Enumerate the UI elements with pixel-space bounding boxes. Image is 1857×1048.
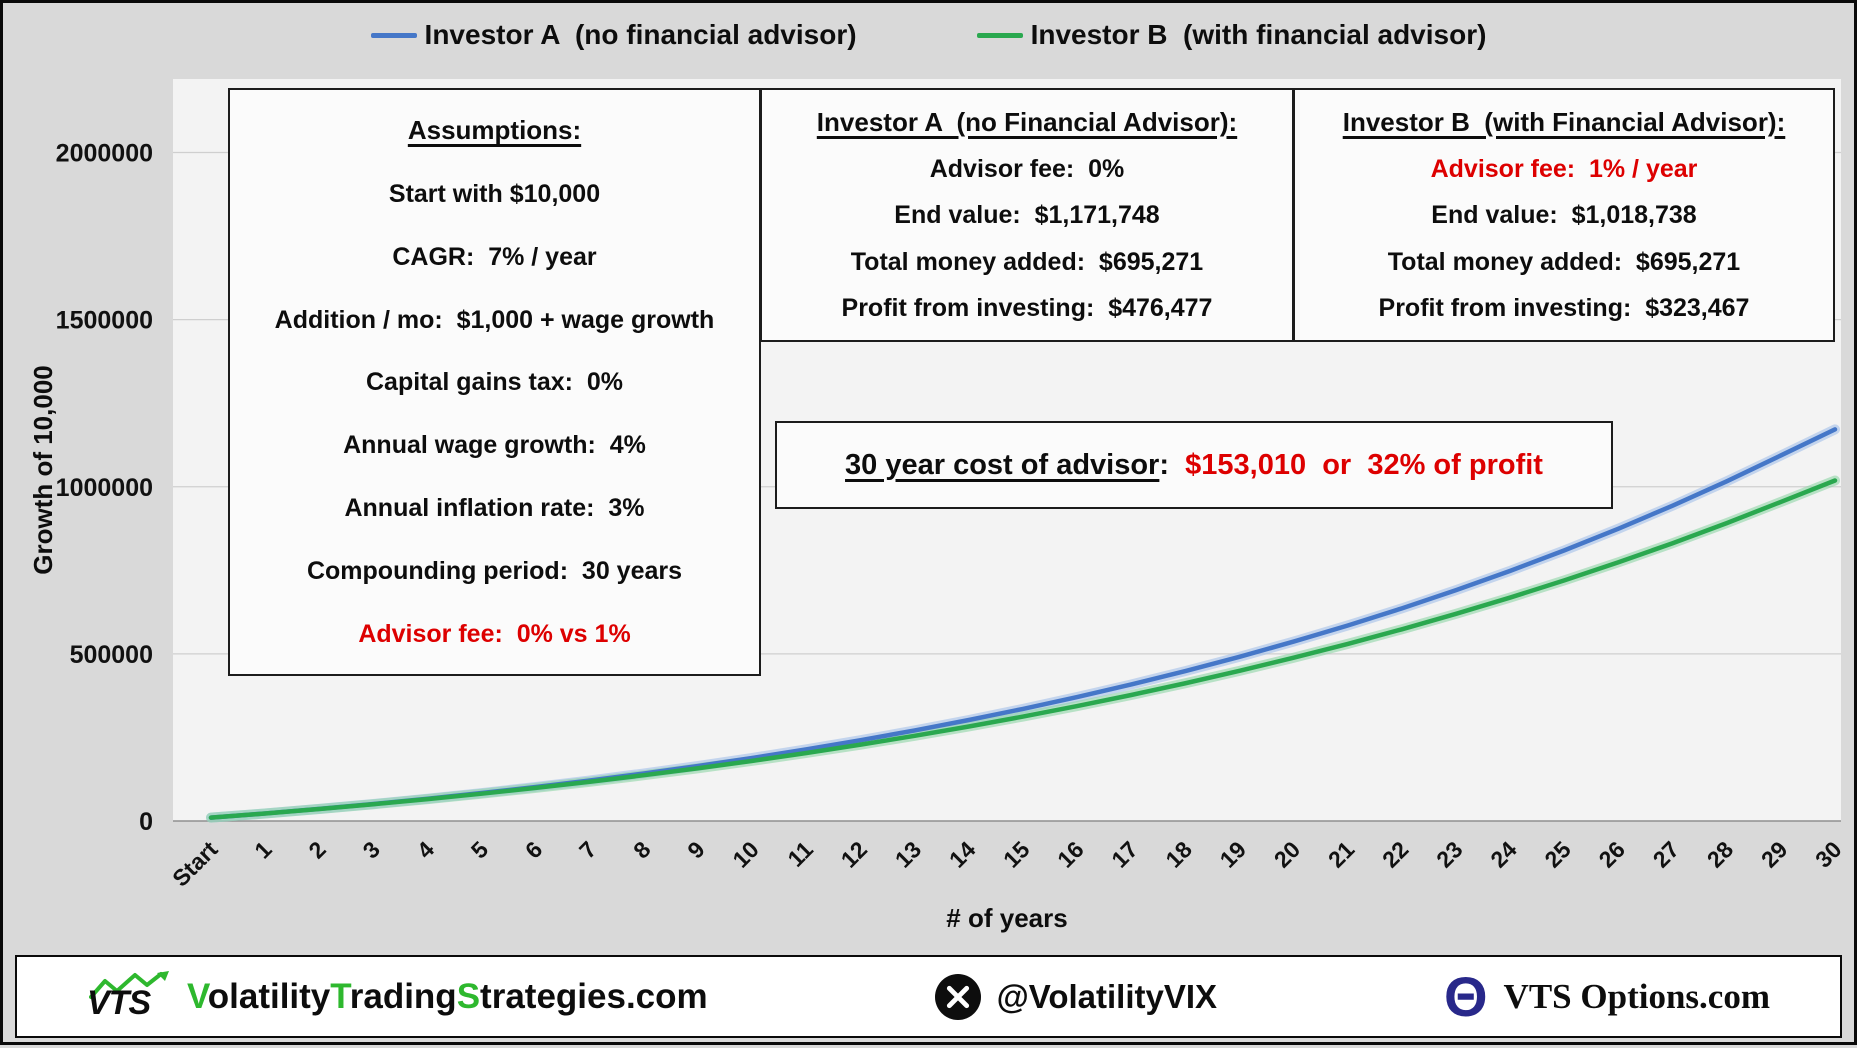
investor-b-row: Total money added: $695,271 bbox=[1387, 247, 1741, 276]
cost-banner-value: $153,010 or 32% of profit bbox=[1185, 448, 1543, 481]
assumption-row: Capital gains tax: 0% bbox=[365, 368, 624, 397]
x-tick-label: 14 bbox=[944, 836, 981, 873]
x-tick-label: 25 bbox=[1539, 836, 1576, 873]
investor-b-row: End value: $1,018,738 bbox=[1431, 201, 1697, 230]
site-seg: olatility bbox=[207, 976, 331, 1016]
x-tick-label: 3 bbox=[358, 836, 385, 863]
cost-banner-colon: : bbox=[1159, 448, 1186, 481]
assumptions-fee-line: Advisor fee: 0% vs 1% bbox=[358, 619, 631, 648]
x-tick-label: 1 bbox=[249, 836, 277, 864]
x-logo-icon bbox=[934, 973, 981, 1020]
x-tick-label: 15 bbox=[998, 836, 1035, 873]
site-seg: trategies bbox=[480, 976, 626, 1016]
legend-a-label: Investor A (no financial advisor) bbox=[424, 19, 857, 50]
y-axis-title: Growth of 10,000 bbox=[28, 365, 58, 575]
legend-item-b: Investor B (with financial advisor) bbox=[976, 19, 1487, 51]
investor-b-line bbox=[208, 478, 1838, 820]
x-tick-label: 22 bbox=[1377, 836, 1413, 872]
y-tick-label: 1000000 bbox=[56, 474, 153, 502]
x-tick-label: 18 bbox=[1160, 836, 1197, 873]
cost-banner: 30 year cost of advisor: $153,010 or 32%… bbox=[775, 421, 1613, 509]
investor-b-box: Investor B (with Financial Advisor): Adv… bbox=[1293, 88, 1835, 342]
investor-b-title: Investor B (with Financial Advisor): bbox=[1342, 106, 1786, 137]
footer-bar: VTS VolatilityTradingStrategies.com @Vol… bbox=[15, 955, 1842, 1038]
investor-a-box: Investor A (no Financial Advisor): Advis… bbox=[760, 88, 1294, 342]
vts-logo-chartline-icon bbox=[89, 970, 169, 999]
x-tick-label: 4 bbox=[412, 836, 440, 864]
assumption-row: CAGR: 7% / year bbox=[392, 242, 597, 271]
x-tick-label: 7 bbox=[574, 836, 601, 863]
x-tick-label: 20 bbox=[1269, 836, 1305, 872]
assumptions-title: Assumptions: bbox=[407, 114, 582, 145]
chart-legend: Investor A (no financial advisor) Invest… bbox=[3, 19, 1854, 51]
assumption-row: Annual wage growth: 4% bbox=[343, 431, 646, 460]
x-tick-label: 29 bbox=[1756, 836, 1792, 872]
x-tick-label: 12 bbox=[836, 836, 872, 872]
assumption-row: Addition / mo: $1,000 + wage growth bbox=[274, 305, 715, 334]
investor-a-row: Profit from investing: $476,477 bbox=[841, 294, 1213, 323]
assumptions-box: Assumptions: Start with $10,000 CAGR: 7%… bbox=[228, 88, 761, 676]
vts-logo: VTS bbox=[87, 970, 171, 1023]
x-tick-label: 16 bbox=[1052, 836, 1088, 872]
investor-a-row: Total money added: $695,271 bbox=[850, 247, 1204, 276]
x-tick-label: 5 bbox=[466, 836, 494, 864]
x-tick-label: 21 bbox=[1323, 836, 1360, 873]
x-tick-label: 23 bbox=[1431, 836, 1467, 872]
options-site: VTS Options.com bbox=[1503, 976, 1770, 1016]
x-axis-title: # of years bbox=[946, 903, 1068, 933]
footer-x-group: @VolatilityVIX bbox=[934, 973, 1218, 1020]
site-seg: .com bbox=[625, 976, 708, 1016]
x-tick-label: 30 bbox=[1810, 836, 1846, 872]
investor-a-row: Advisor fee: 0% bbox=[929, 155, 1125, 184]
footer-brand-group: VTS VolatilityTradingStrategies.com bbox=[87, 970, 708, 1023]
legend-b-label: Investor B (with financial advisor) bbox=[1030, 19, 1487, 50]
assumption-row: Annual inflation rate: 3% bbox=[344, 494, 645, 523]
assumption-row: Start with $10,000 bbox=[388, 179, 601, 208]
x-tick-label: 13 bbox=[890, 836, 926, 872]
site-seg: S bbox=[456, 976, 481, 1016]
legend-a-swatch bbox=[370, 32, 417, 38]
footer-options-group: Θ VTS Options.com bbox=[1443, 964, 1770, 1028]
x-tick-label: 9 bbox=[682, 836, 709, 863]
x-tick-label: 19 bbox=[1215, 836, 1251, 872]
x-tick-label: 6 bbox=[520, 836, 547, 863]
x-tick-label: 11 bbox=[782, 836, 818, 872]
vts-logo-text: VTS bbox=[87, 983, 151, 1022]
y-tick-label: 500000 bbox=[70, 641, 153, 669]
investor-b-row: Profit from investing: $323,467 bbox=[1378, 294, 1750, 323]
legend-b-swatch bbox=[976, 32, 1023, 38]
x-tick-label: 26 bbox=[1594, 836, 1630, 872]
x-handle: @VolatilityVIX bbox=[996, 977, 1218, 1015]
y-tick-label: 2000000 bbox=[56, 140, 153, 168]
x-tick-label: 10 bbox=[727, 836, 763, 872]
x-tick-label: 27 bbox=[1648, 836, 1684, 872]
y-tick-label: 0 bbox=[139, 808, 153, 836]
site-seg: V bbox=[187, 976, 208, 1016]
site-seg: T bbox=[330, 976, 350, 1016]
x-tick-label: Start bbox=[167, 836, 223, 892]
theta-icon: Θ bbox=[1443, 964, 1488, 1028]
cost-banner-label: 30 year cost of advisor bbox=[845, 448, 1160, 481]
x-tick-label: 24 bbox=[1485, 836, 1522, 873]
x-tick-label: 17 bbox=[1106, 836, 1142, 872]
x-tick-label: 2 bbox=[303, 836, 330, 863]
x-tick-label: 8 bbox=[628, 836, 656, 864]
investor-a-title: Investor A (no Financial Advisor): bbox=[816, 106, 1238, 137]
legend-item-a: Investor A (no financial advisor) bbox=[370, 19, 857, 51]
y-tick-label: 1500000 bbox=[56, 307, 153, 335]
investor-a-row: End value: $1,171,748 bbox=[894, 201, 1160, 230]
investor-b-fee-line: Advisor fee: 1% / year bbox=[1430, 155, 1698, 184]
x-tick-label: 28 bbox=[1702, 836, 1739, 873]
assumption-row: Compounding period: 30 years bbox=[306, 557, 683, 586]
site-name: VolatilityTradingStrategies.com bbox=[187, 977, 708, 1017]
site-seg: rading bbox=[349, 976, 457, 1016]
